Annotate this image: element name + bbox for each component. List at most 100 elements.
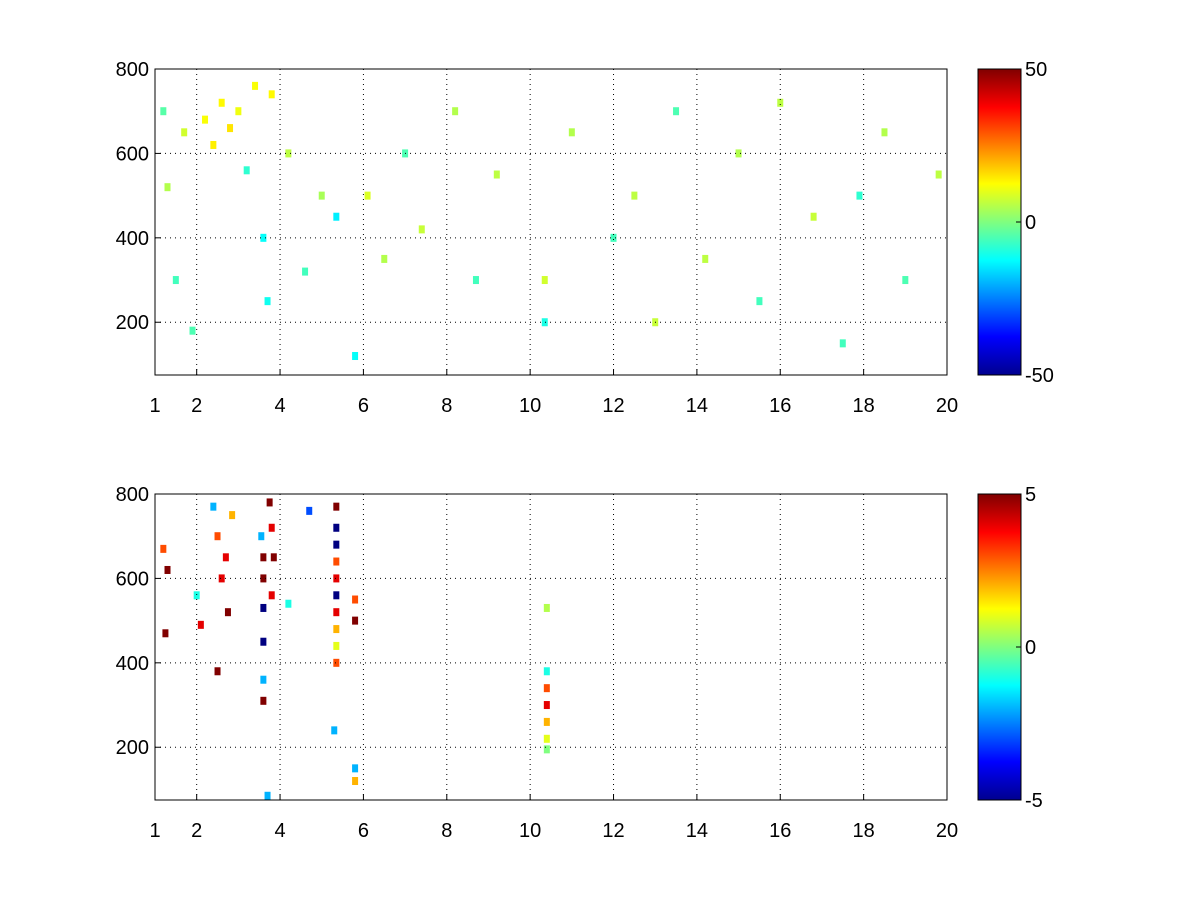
colorbar-tick-label: 5 (1025, 484, 1036, 506)
heatmap-cell (264, 791, 271, 800)
heatmap-cell (210, 140, 217, 149)
heatmap-cell (260, 553, 267, 562)
heatmap-cell (735, 149, 742, 158)
x-tick-label: 4 (274, 395, 285, 417)
heatmap-cell (673, 107, 680, 116)
plot-area (155, 494, 947, 800)
heatmap-cell (702, 254, 709, 263)
heatmap-cell (333, 641, 340, 650)
heatmap-cell (258, 532, 265, 541)
x-tick-label: 8 (441, 820, 452, 842)
x-tick-label: 14 (686, 820, 708, 842)
heatmap-cell (881, 128, 888, 137)
heatmap-cell (543, 603, 550, 612)
heatmap-cell (268, 523, 275, 532)
heatmap-cell (810, 212, 817, 221)
heatmap-cell (210, 502, 217, 511)
y-tick-label: 200 (116, 312, 149, 334)
heatmap-cell (164, 183, 171, 192)
heatmap-cell (333, 502, 340, 511)
heatmap-cell (260, 574, 267, 583)
heatmap-cell (268, 591, 275, 600)
y-tick-label: 800 (116, 59, 149, 81)
heatmap-cell (160, 107, 167, 116)
colorbar-tick-label: -50 (1025, 365, 1054, 387)
x-tick-label: 14 (686, 395, 708, 417)
y-tick-label: 400 (116, 228, 149, 250)
heatmap-cell (452, 107, 459, 116)
y-tick-label: 400 (116, 653, 149, 675)
x-tick-label: 10 (519, 820, 541, 842)
axes-frame (154, 68, 948, 376)
heatmap-cell (264, 297, 271, 306)
heatmap-cell (839, 339, 846, 348)
heatmap-cell (260, 637, 267, 646)
colorbar-tick-label: 0 (1025, 637, 1036, 659)
heatmap-cell (197, 620, 204, 629)
heatmap-cell (543, 684, 550, 693)
x-tick-label: 1 (149, 820, 160, 842)
x-tick-label: 6 (358, 820, 369, 842)
heatmap-cell (229, 511, 236, 520)
heatmap-cell (218, 98, 225, 107)
heatmap-cell (266, 498, 273, 507)
heatmap-cell (218, 574, 225, 583)
colorbar-tick-label: 0 (1025, 212, 1036, 234)
heatmap-cell (543, 701, 550, 710)
heatmap-cell (222, 553, 229, 562)
heatmap-cell (331, 726, 338, 735)
heatmap-cell (333, 540, 340, 549)
x-tick-label: 10 (519, 395, 541, 417)
heatmap-cell (189, 326, 196, 335)
x-tick-label: 1 (149, 395, 160, 417)
y-tick-label: 200 (116, 737, 149, 759)
x-tick-label: 16 (769, 395, 791, 417)
heatmap-cell (235, 107, 242, 116)
heatmap-cell (302, 267, 309, 276)
heatmap-cell (610, 233, 617, 242)
heatmap-cell (214, 667, 221, 676)
heatmap-cell (268, 90, 275, 99)
heatmap-cell (285, 149, 292, 158)
x-tick-label: 6 (358, 395, 369, 417)
heatmap-cell (333, 557, 340, 566)
heatmap-cell (856, 191, 863, 200)
heatmap-cell (543, 667, 550, 676)
x-tick-label: 12 (602, 820, 624, 842)
heatmap-cell (252, 81, 259, 90)
x-tick-label: 2 (191, 820, 202, 842)
heatmap-cell (333, 591, 340, 600)
heatmap-cell (472, 276, 479, 285)
heatmap-cell (224, 608, 231, 617)
heatmap-cell (418, 225, 425, 234)
x-tick-label: 20 (936, 395, 958, 417)
heatmap-cell (260, 675, 267, 684)
plot-area (155, 69, 947, 375)
heatmap-cell (318, 191, 325, 200)
heatmap-cell (260, 603, 267, 612)
heatmap-cell (902, 276, 909, 285)
heatmap-cell (243, 166, 250, 175)
x-tick-label: 20 (936, 820, 958, 842)
heatmap-cell (333, 523, 340, 532)
heatmap-cell (214, 532, 221, 541)
heatmap-cell (260, 233, 267, 242)
heatmap-cell (541, 318, 548, 327)
heatmap-cell (364, 191, 371, 200)
heatmap-cell (543, 717, 550, 726)
x-tick-label: 18 (853, 820, 875, 842)
heatmap-cell (260, 696, 267, 705)
x-tick-label: 12 (602, 395, 624, 417)
heatmap-cell (160, 544, 167, 553)
heatmap-cell (193, 591, 200, 600)
heatmap-cell (227, 124, 234, 133)
heatmap-cell (270, 553, 277, 562)
x-tick-label: 16 (769, 820, 791, 842)
axes-frame (154, 493, 948, 801)
colorbar-tick-label: 50 (1025, 59, 1047, 81)
x-tick-label: 8 (441, 395, 452, 417)
heatmap-cell (352, 764, 359, 773)
heatmap-cell (162, 629, 169, 638)
